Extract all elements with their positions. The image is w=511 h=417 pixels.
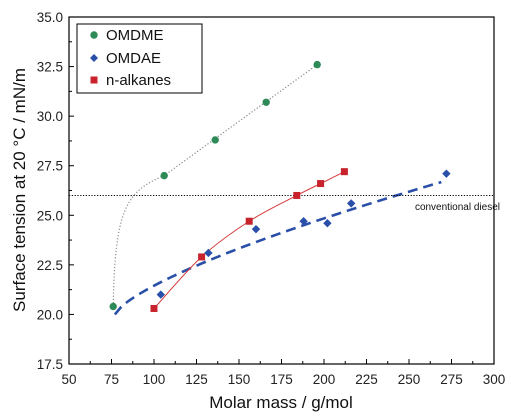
point-n-alkanes bbox=[245, 217, 253, 225]
fit-curves bbox=[112, 64, 442, 316]
point-omdae bbox=[323, 219, 332, 228]
legend-label-omdme: OMDME bbox=[106, 27, 164, 44]
y-tick-label: 20.0 bbox=[37, 307, 63, 322]
point-n-alkanes bbox=[198, 253, 206, 261]
point-omdae bbox=[442, 169, 451, 178]
point-omdae bbox=[251, 224, 261, 234]
y-tick-label: 25.0 bbox=[37, 208, 63, 223]
y-tick-label: 30.0 bbox=[37, 109, 63, 124]
point-omdae bbox=[156, 290, 165, 299]
y-tick-label: 32.5 bbox=[37, 60, 63, 75]
x-tick-label: 50 bbox=[61, 372, 76, 387]
legend-marker-omdae bbox=[90, 54, 98, 62]
point-n-alkanes bbox=[150, 304, 158, 312]
y-tick-label: 27.5 bbox=[37, 159, 63, 174]
point-omdae bbox=[347, 199, 356, 208]
legend: OMDME OMDAE n-alkanes bbox=[76, 23, 203, 94]
point-omdae bbox=[204, 248, 213, 258]
y-tick-label: 17.5 bbox=[37, 357, 63, 372]
y-tick-label: 35.0 bbox=[37, 10, 63, 25]
fit-curve-omdme bbox=[112, 64, 318, 307]
legend-marker-n-alkanes bbox=[90, 76, 98, 84]
point-omdme bbox=[160, 171, 168, 180]
point-omdme bbox=[313, 60, 321, 69]
legend-box bbox=[76, 23, 203, 94]
x-tick-label: 125 bbox=[185, 372, 208, 387]
point-n-alkanes bbox=[317, 180, 325, 188]
x-axis-title: Molar mass / g/mol bbox=[209, 393, 353, 412]
legend-label-omdae: OMDAE bbox=[106, 50, 161, 67]
x-tick-labels: 50 75 100 125 150 175 200 225 250 275 300 bbox=[61, 372, 505, 387]
x-tick-label: 300 bbox=[483, 372, 506, 387]
point-omdme bbox=[109, 302, 117, 311]
point-omdme bbox=[262, 98, 270, 106]
point-n-alkanes bbox=[340, 168, 348, 176]
x-tick-label: 250 bbox=[398, 372, 421, 387]
fit-curve-n-alkanes bbox=[153, 171, 345, 309]
point-omdme bbox=[211, 136, 219, 144]
x-tick-label: 225 bbox=[355, 372, 378, 387]
axis-ticks bbox=[68, 16, 495, 365]
point-n-alkanes bbox=[293, 191, 301, 199]
legend-label-n-alkanes: n-alkanes bbox=[106, 72, 171, 89]
x-tick-label: 75 bbox=[104, 372, 119, 387]
x-tick-label: 175 bbox=[270, 372, 293, 387]
y-axis-title: Surface tension at 20 °C / mN/m bbox=[10, 68, 29, 312]
legend-marker-omdme bbox=[90, 31, 98, 39]
y-tick-label: 22.5 bbox=[37, 258, 63, 273]
fit-curve-omdae bbox=[113, 180, 442, 316]
x-tick-label: 100 bbox=[143, 372, 166, 387]
data-points bbox=[109, 60, 451, 312]
x-tick-label: 200 bbox=[313, 372, 336, 387]
y-tick-labels: 17.5 20.0 22.5 25.0 27.5 30.0 32.5 35.0 bbox=[37, 10, 63, 372]
x-tick-label: 275 bbox=[440, 372, 463, 387]
annotation-conventional-diesel: conventional diesel bbox=[415, 202, 500, 213]
x-tick-label: 150 bbox=[228, 372, 251, 387]
point-omdae bbox=[299, 217, 308, 226]
